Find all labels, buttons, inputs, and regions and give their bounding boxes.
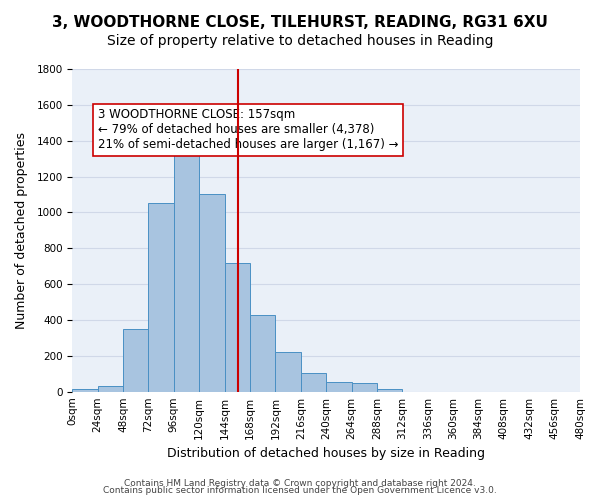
Bar xyxy=(98,386,123,392)
Bar xyxy=(250,314,275,392)
Bar xyxy=(199,194,224,392)
Text: Contains HM Land Registry data © Crown copyright and database right 2024.: Contains HM Land Registry data © Crown c… xyxy=(124,478,476,488)
Bar xyxy=(301,373,326,392)
Bar xyxy=(275,352,301,392)
Text: 3, WOODTHORNE CLOSE, TILEHURST, READING, RG31 6XU: 3, WOODTHORNE CLOSE, TILEHURST, READING,… xyxy=(52,15,548,30)
Bar xyxy=(174,136,199,392)
Bar xyxy=(224,262,250,392)
Bar xyxy=(326,382,352,392)
Bar xyxy=(73,389,98,392)
Bar xyxy=(352,382,377,392)
X-axis label: Distribution of detached houses by size in Reading: Distribution of detached houses by size … xyxy=(167,447,485,460)
Text: Contains public sector information licensed under the Open Government Licence v3: Contains public sector information licen… xyxy=(103,486,497,495)
Text: Size of property relative to detached houses in Reading: Size of property relative to detached ho… xyxy=(107,34,493,48)
Bar xyxy=(148,204,174,392)
Y-axis label: Number of detached properties: Number of detached properties xyxy=(15,132,28,329)
Bar xyxy=(123,329,148,392)
Text: 3 WOODTHORNE CLOSE: 157sqm
← 79% of detached houses are smaller (4,378)
21% of s: 3 WOODTHORNE CLOSE: 157sqm ← 79% of deta… xyxy=(98,108,398,152)
Bar xyxy=(377,389,403,392)
